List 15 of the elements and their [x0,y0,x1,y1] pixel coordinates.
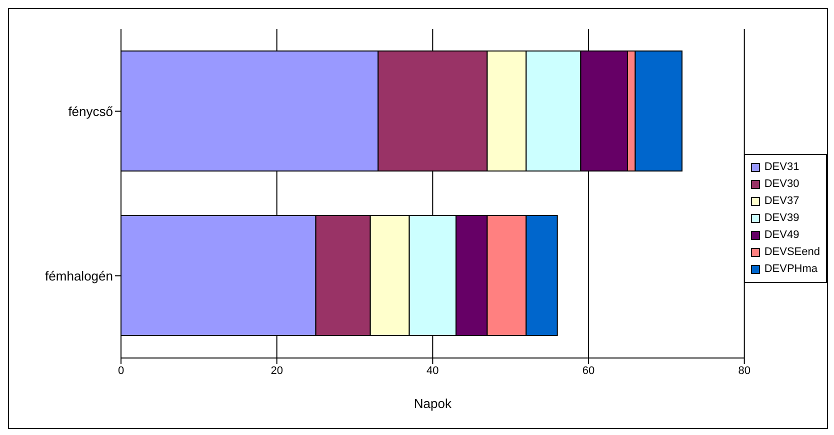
x-tick-label: 0 [118,364,124,377]
legend-label: DEV37 [764,194,800,209]
legend-label: DEV49 [764,228,800,243]
legend-label: DEV30 [764,177,800,192]
x-tick-label: 40 [426,364,439,377]
legend-label: DEV39 [764,211,800,226]
y-tick-label: fémhalogén [45,268,113,284]
x-tick-label: 20 [270,364,283,377]
legend-label: DEVSEend [764,245,820,260]
legend-label: DEVPHma [764,262,818,277]
x-tick-label: 80 [738,364,750,377]
y-tick-label: fénycső [68,104,113,119]
legend-label: DEV31 [764,160,800,175]
x-tick-label: 60 [582,364,595,377]
x-axis-title: Napok [414,396,452,411]
